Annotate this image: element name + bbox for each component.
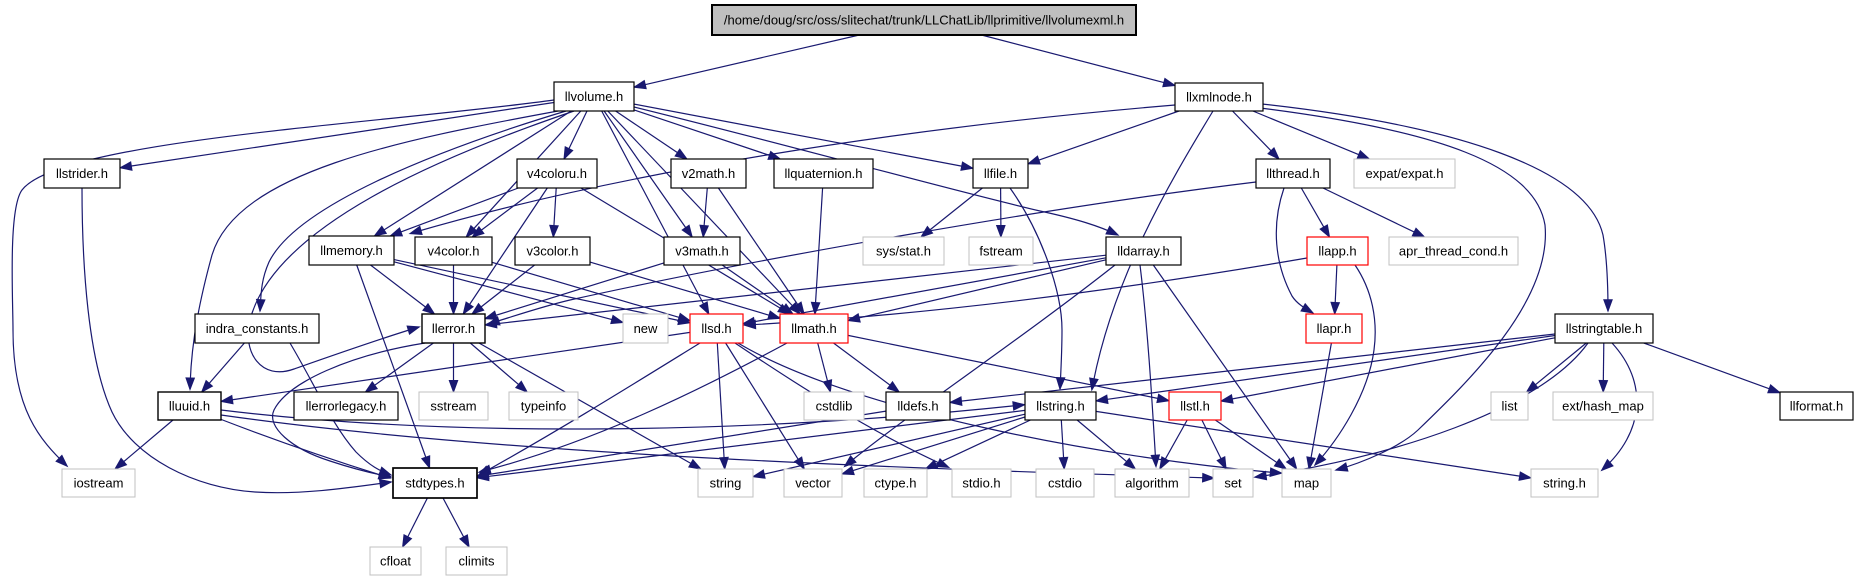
svg-text:cstdio: cstdio [1048,476,1082,491]
svg-text:llxmlnode.h: llxmlnode.h [1186,90,1252,105]
svg-text:llerror.h: llerror.h [432,321,475,336]
svg-text:string: string [710,476,742,491]
svg-text:llsd.h: llsd.h [701,321,731,336]
svg-text:apr_thread_cond.h: apr_thread_cond.h [1399,244,1508,259]
svg-text:cfloat: cfloat [380,554,411,569]
svg-text:lluuid.h: lluuid.h [169,399,210,414]
svg-text:ext/hash_map: ext/hash_map [1562,399,1644,414]
svg-text:cstdlib: cstdlib [816,399,853,414]
svg-text:ctype.h: ctype.h [875,476,917,491]
svg-text:v4color.h: v4color.h [427,244,479,259]
svg-text:climits: climits [458,554,495,569]
svg-text:llmath.h: llmath.h [791,321,837,336]
svg-text:llmemory.h: llmemory.h [320,243,383,258]
svg-text:llthread.h: llthread.h [1266,166,1319,181]
svg-text:v4coloru.h: v4coloru.h [527,166,587,181]
svg-text:string.h: string.h [1543,476,1586,491]
svg-text:lldarray.h: lldarray.h [1117,244,1170,259]
svg-text:list: list [1502,399,1518,414]
svg-text:sstream: sstream [430,399,476,414]
svg-text:fstream: fstream [979,244,1022,259]
svg-text:v2math.h: v2math.h [682,166,735,181]
svg-text:llstl.h: llstl.h [1180,399,1210,414]
svg-text:sys/stat.h: sys/stat.h [876,244,931,259]
svg-text:llstringtable.h: llstringtable.h [1566,321,1643,336]
svg-text:expat/expat.h: expat/expat.h [1365,166,1443,181]
svg-text:llquaternion.h: llquaternion.h [784,166,862,181]
svg-text:iostream: iostream [74,476,124,491]
svg-text:new: new [634,321,658,336]
svg-text:algorithm: algorithm [1125,476,1178,491]
svg-text:indra_constants.h: indra_constants.h [206,321,309,336]
svg-text:/home/doug/src/oss/slitechat/t: /home/doug/src/oss/slitechat/trunk/LLCha… [724,13,1124,28]
svg-text:llformat.h: llformat.h [1790,399,1843,414]
svg-text:typeinfo: typeinfo [521,399,567,414]
svg-text:llapp.h: llapp.h [1318,244,1356,259]
svg-text:v3math.h: v3math.h [675,244,728,259]
svg-text:llstring.h: llstring.h [1036,399,1084,414]
svg-text:lldefs.h: lldefs.h [897,399,938,414]
svg-text:set: set [1224,476,1242,491]
svg-text:llerrorlegacy.h: llerrorlegacy.h [306,399,387,414]
svg-text:llfile.h: llfile.h [984,166,1017,181]
svg-text:stdtypes.h: stdtypes.h [405,476,464,491]
svg-text:llapr.h: llapr.h [1317,321,1352,336]
svg-text:llstrider.h: llstrider.h [56,166,108,181]
svg-text:llvolume.h: llvolume.h [565,89,624,104]
svg-text:map: map [1294,476,1319,491]
svg-text:stdio.h: stdio.h [962,476,1000,491]
svg-text:vector: vector [795,476,831,491]
svg-text:v3color.h: v3color.h [526,244,578,259]
